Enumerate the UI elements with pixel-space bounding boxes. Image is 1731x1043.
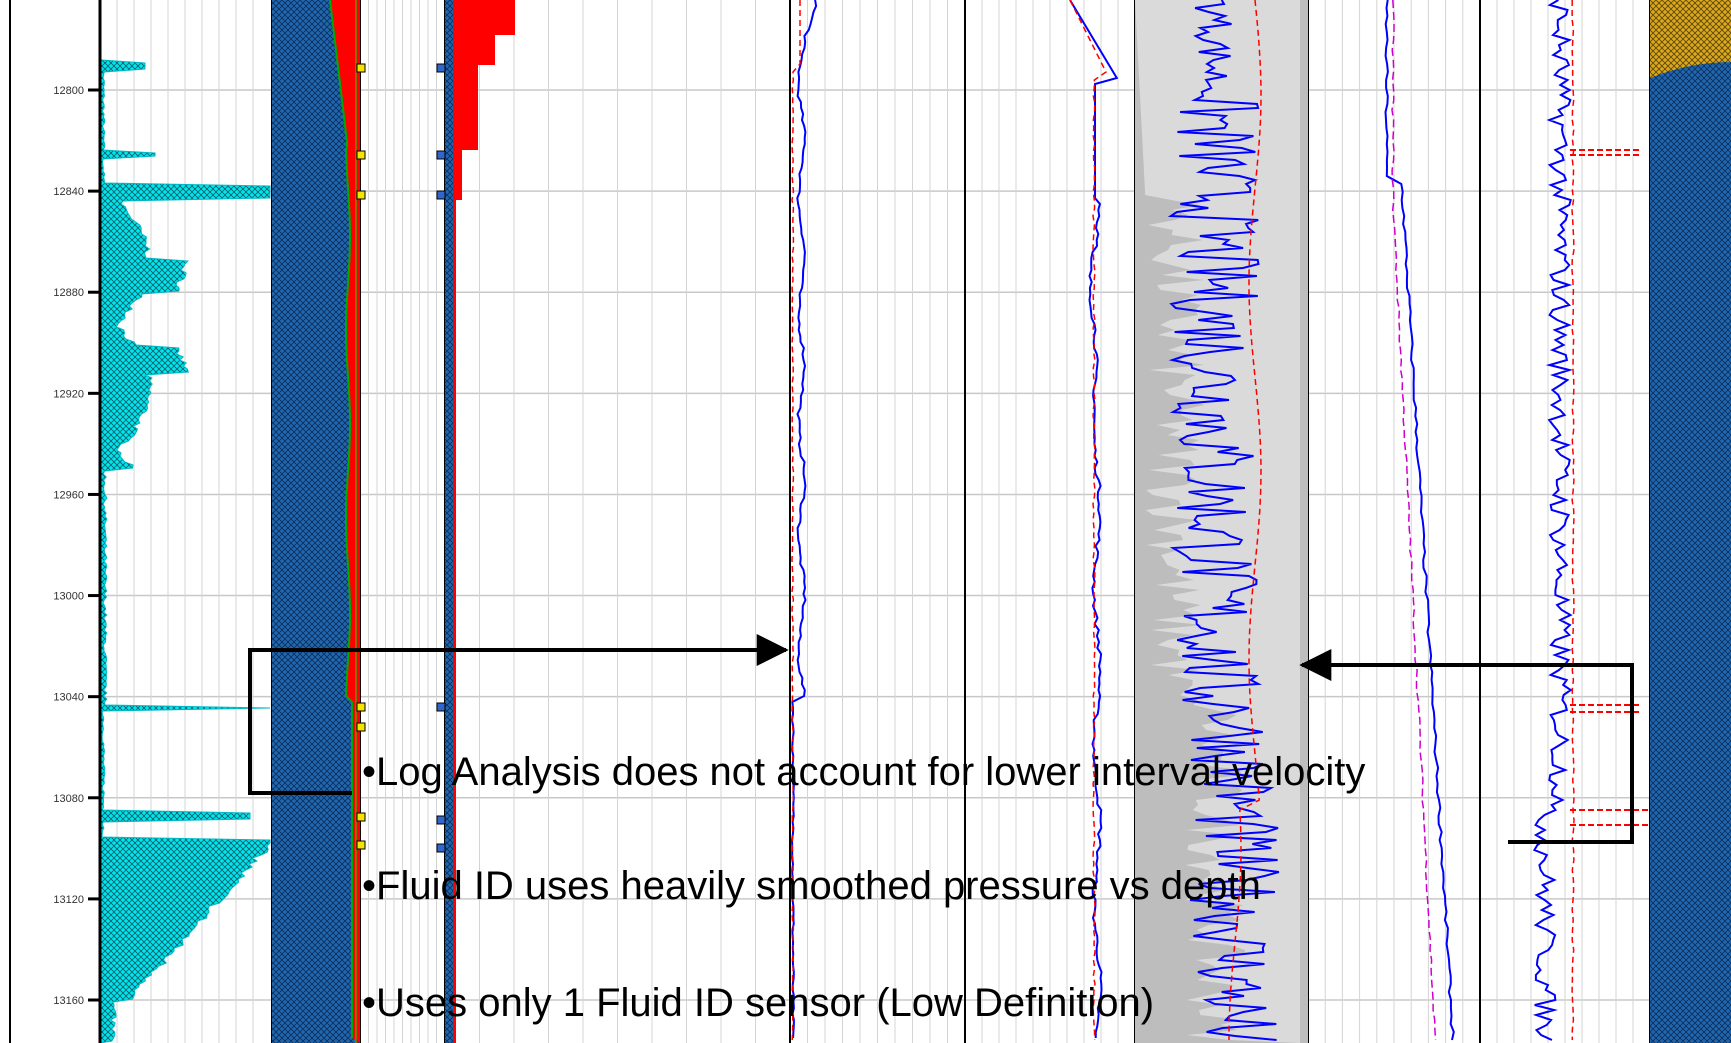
cyan-hatched-fill [99,59,271,1043]
gold-lithology-fill [1650,0,1731,78]
blue-jagged-track6 [1167,0,1280,1041]
red-dashed-track6 [1228,0,1262,1040]
yellow-marker [356,150,366,160]
depth-tick-label: 12920 [53,388,84,400]
blue-marker [436,63,446,73]
bullet-one-sensor: •Uses only 1 Fluid ID sensor (Low Defini… [362,981,1155,1025]
bullet-log-analysis: •Log Analysis does not account for lower… [362,750,1366,794]
blue-marker [436,702,446,712]
yellow-marker [356,840,366,850]
depth-tick-label: 13040 [53,692,84,704]
red-dashed-track5 [1069,0,1107,1041]
depth-tick-label: 12960 [53,489,84,501]
red-dashed-track4 [791,0,801,1041]
red-dashed-track8 [1571,0,1575,1040]
log-curves [329,0,1650,1043]
bullet-fluid-id: •Fluid ID uses heavily smoothed pressure… [362,864,1261,908]
annotation-arrows [248,634,1634,844]
yellow-marker [356,812,366,822]
magenta-dashed-track7 [1391,0,1437,1041]
blue-curve-track5 [1069,0,1119,1039]
blue-curve-track4 [790,0,818,1039]
blue-marker [436,190,446,200]
depth-axis: 12800 12840 12880 12920 12960 13000 13040 13080… [9,0,102,1043]
green-curve [329,0,353,1038]
red-stepped-fill [453,0,515,1043]
depth-tick-label: 13120 [53,894,84,906]
yellow-marker [356,63,366,73]
blue-curve-track7 [1384,0,1455,1041]
blue-marker [436,150,446,160]
blue-curve-track8 [1532,0,1574,1041]
yellow-marker [356,702,366,712]
callout-arrow-right [1299,649,1634,844]
depth-tick-label: 12800 [53,85,84,97]
blue-marker [436,843,446,853]
yellow-marker [356,190,366,200]
yellow-marker [356,722,366,732]
callout-arrow-left [248,634,789,795]
blue-marker [436,815,446,825]
narrow-blue-fill [445,0,453,1043]
depth-tick-label: 13080 [53,793,84,805]
depth-tick-label: 12840 [53,186,84,198]
depth-tick-label: 12880 [53,287,84,299]
depth-tick-label: 13000 [53,591,84,603]
depth-tick-label: 13160 [53,995,84,1007]
blue-lithology-fill [1650,0,1731,1043]
